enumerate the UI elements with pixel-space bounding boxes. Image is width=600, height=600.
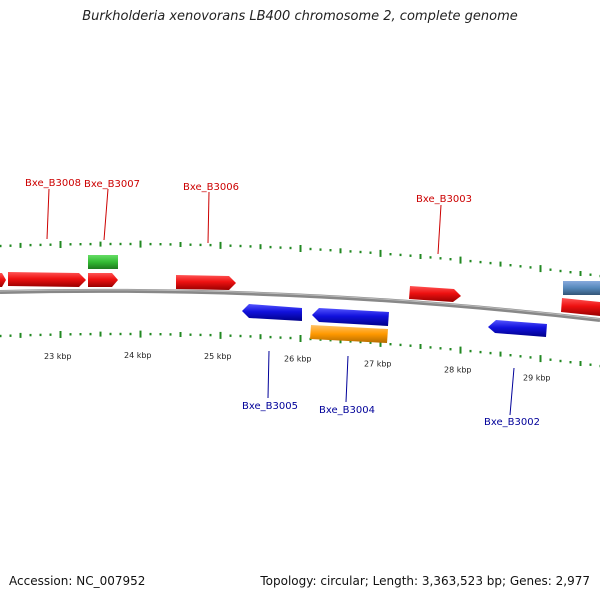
- gene-arrow-bxe-b3002[interactable]: [488, 320, 547, 337]
- gene-arrow-bxe-b3005[interactable]: [242, 304, 302, 321]
- gene-label-bxe-b3002[interactable]: Bxe_B3002: [484, 417, 540, 428]
- gene-arrow-left-edge[interactable]: [0, 273, 6, 287]
- gene-arrow-bxe-b3007[interactable]: [88, 273, 118, 287]
- accession-label: Accession: NC_007952: [9, 574, 146, 588]
- gene-arrow-bxe-b3008[interactable]: [8, 272, 86, 287]
- gene-label-bxe-b3006[interactable]: Bxe_B3006: [183, 182, 239, 193]
- ruler-label: 27 kbp: [364, 359, 392, 368]
- gene-label-bxe-b3007[interactable]: Bxe_B3007: [84, 179, 140, 190]
- genome-summary: Topology: circular; Length: 3,363,523 bp…: [260, 574, 590, 588]
- feature-block-steelblue[interactable]: [563, 281, 600, 295]
- gene-label-bxe-b3005[interactable]: Bxe_B3005: [242, 401, 298, 412]
- connector-bxe-b3003: [437, 204, 442, 255]
- gene-label-bxe-b3003[interactable]: Bxe_B3003: [416, 194, 472, 205]
- ruler-label: 23 kbp: [44, 352, 72, 361]
- upper-tick-row: [0, 240, 600, 278]
- gene-label-bxe-b3004[interactable]: Bxe_B3004: [319, 405, 375, 416]
- ruler-label: 29 kbp: [523, 374, 551, 383]
- gene-arrow-bxe-b3004[interactable]: [312, 308, 389, 326]
- feature-block-orange[interactable]: [310, 325, 388, 343]
- ruler-label: 25 kbp: [204, 352, 232, 361]
- gene-arrow-right-edge-forward[interactable]: [561, 298, 600, 316]
- ruler-labels: 23 kbp 24 kbp 25 kbp 26 kbp 27 kbp 28 kbp 29 k…: [44, 351, 551, 383]
- chromosome-backbone: [0, 288, 600, 322]
- ruler-label: 28 kbp: [444, 366, 472, 375]
- connector-bxe-b3005: [267, 350, 270, 399]
- connector-bxe-b3002: [509, 367, 515, 416]
- ruler-label: 24 kbp: [124, 351, 152, 360]
- feature-block-green[interactable]: [88, 255, 118, 269]
- connector-bxe-b3008: [46, 188, 50, 240]
- connector-bxe-b3006: [207, 191, 210, 244]
- gene-arrow-bxe-b3006[interactable]: [176, 275, 236, 290]
- map-title: Burkholderia xenovorans LB400 chromosome…: [82, 9, 518, 24]
- connector-bxe-b3007: [103, 188, 109, 241]
- ruler-label: 26 kbp: [284, 355, 312, 364]
- gene-arrow-bxe-b3003[interactable]: [409, 286, 461, 302]
- connector-bxe-b3004: [345, 355, 349, 403]
- gene-label-bxe-b3008[interactable]: Bxe_B3008: [25, 178, 81, 189]
